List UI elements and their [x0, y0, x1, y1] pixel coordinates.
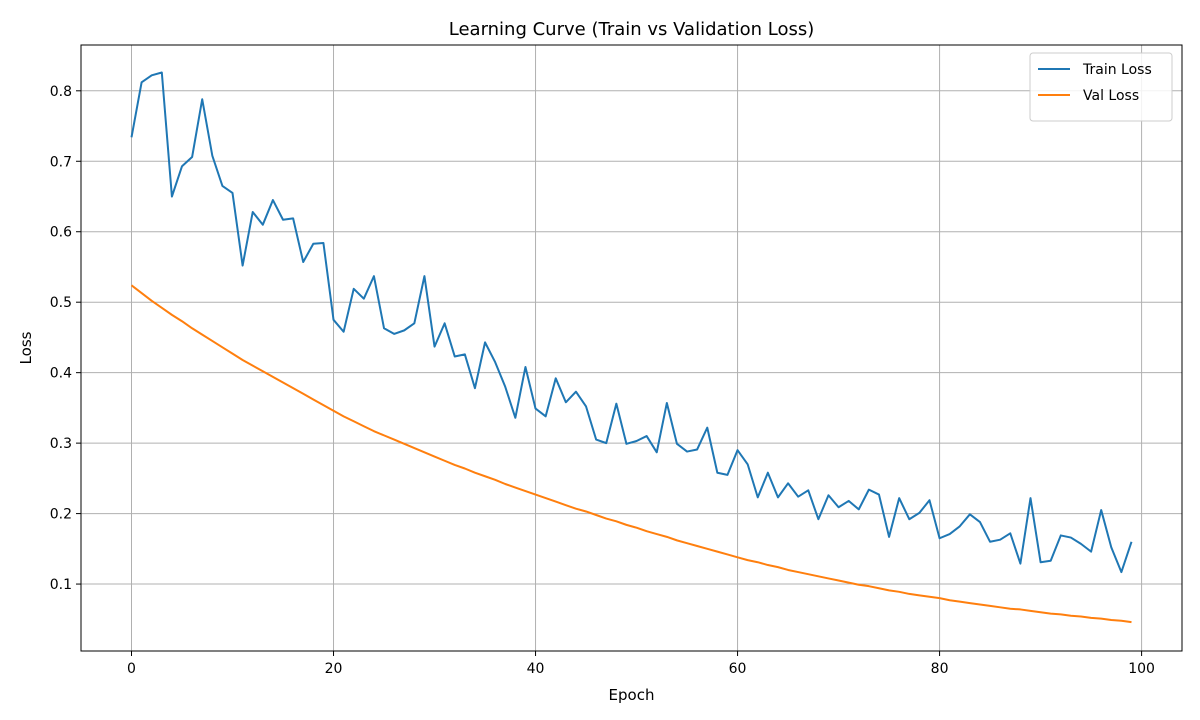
x-tick-label: 20 [325, 661, 343, 677]
x-tick-label: 40 [527, 661, 545, 677]
x-tick-label: 60 [729, 661, 747, 677]
x-tick-label: 80 [931, 661, 949, 677]
plot-area-frame [80, 44, 1183, 652]
train-loss-line [130, 71, 1133, 574]
y-tick-label: 0.2 [50, 507, 72, 523]
y-tick-label: 0.1 [50, 577, 72, 593]
x-tick-label: 0 [127, 661, 136, 677]
chart-title: Learning Curve (Train vs Validation Loss… [449, 19, 814, 40]
x-axis-label: Epoch [609, 686, 655, 704]
legend-label: Train Loss [1082, 62, 1152, 78]
y-tick-label: 0.3 [50, 436, 72, 452]
y-tick-label: 0.5 [50, 295, 72, 311]
x-tick-label: 100 [1128, 661, 1155, 677]
val-loss-line [130, 284, 1132, 624]
legend-label: Val Loss [1083, 88, 1139, 104]
axis-ticks: 0 20 40 60 80 100 0.1 0.2 0.3 0.4 0.5 0.6 0.7 0.8 [50, 84, 1155, 677]
y-axis-label: Loss [17, 331, 35, 364]
y-tick-label: 0.6 [50, 225, 72, 241]
legend: Train Loss Val Loss [1029, 52, 1173, 122]
y-tick-label: 0.7 [50, 154, 72, 170]
y-tick-label: 0.4 [50, 366, 72, 382]
y-tick-label: 0.8 [50, 84, 72, 100]
grid-lines [81, 45, 1182, 651]
series-lines [130, 71, 1133, 624]
